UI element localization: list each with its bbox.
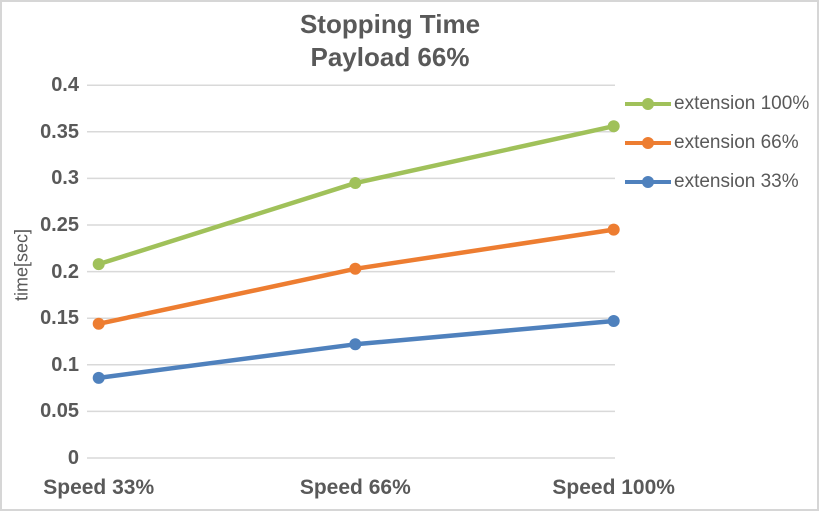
legend-line-marker-icon bbox=[625, 137, 671, 149]
legend-label: extension 100% bbox=[674, 93, 810, 114]
chart-title-line1: Stopping Time bbox=[299, 9, 481, 39]
data-point-extension-66-0 bbox=[92, 317, 105, 330]
data-point-extension-100-1 bbox=[349, 177, 362, 190]
data-point-extension-33-0 bbox=[92, 371, 105, 384]
data-point-extension-33-2 bbox=[607, 314, 620, 327]
legend-line-marker-icon bbox=[625, 176, 671, 188]
y-axis-tick-label: 0.1 bbox=[51, 353, 79, 376]
legend-item-extension-66: extension 66% bbox=[625, 130, 809, 156]
y-axis-tick-label: 0.15 bbox=[40, 307, 79, 330]
series-line-extension-66 bbox=[96, 227, 616, 327]
y-axis-tick-label: 0.35 bbox=[40, 120, 79, 143]
x-axis-tick-label: Speed 33% bbox=[43, 476, 155, 499]
legend-item-extension-100: extension 100% bbox=[625, 91, 809, 117]
y-axis-tick-label: 0.25 bbox=[40, 214, 79, 236]
x-axis-tick-label: Speed 100% bbox=[552, 476, 675, 499]
legend-item-extension-33: extension 33% bbox=[625, 169, 809, 195]
chart-title-line2: Payload 66% bbox=[310, 42, 470, 72]
legend-dot-icon bbox=[642, 176, 654, 188]
y-axis-tick-label: 0.2 bbox=[51, 260, 79, 283]
data-point-extension-66-1 bbox=[349, 262, 362, 275]
x-axis-tick-label: Speed 66% bbox=[299, 476, 411, 499]
legend-dot-icon bbox=[642, 137, 654, 149]
data-point-extension-66-2 bbox=[607, 223, 620, 236]
chart-title: Stopping Time Payload 66% bbox=[87, 8, 693, 74]
data-point-extension-100-0 bbox=[92, 258, 105, 271]
data-point-extension-33-1 bbox=[349, 338, 362, 351]
data-point-extension-100-2 bbox=[607, 120, 620, 133]
y-axis-tick-label: 0 bbox=[67, 447, 79, 469]
legend-dot-icon bbox=[642, 98, 654, 110]
y-axis-tick-label: 0.4 bbox=[51, 74, 79, 97]
y-axis-tick-label: 0.3 bbox=[51, 167, 79, 190]
legend-label: extension 66% bbox=[674, 132, 799, 153]
legend-label: extension 33% bbox=[674, 171, 799, 192]
legend-line-marker-icon bbox=[625, 98, 671, 110]
legend: extension 100% extension 66% extension 33% bbox=[625, 91, 809, 195]
y-axis-tick-label: 0.05 bbox=[40, 400, 79, 423]
